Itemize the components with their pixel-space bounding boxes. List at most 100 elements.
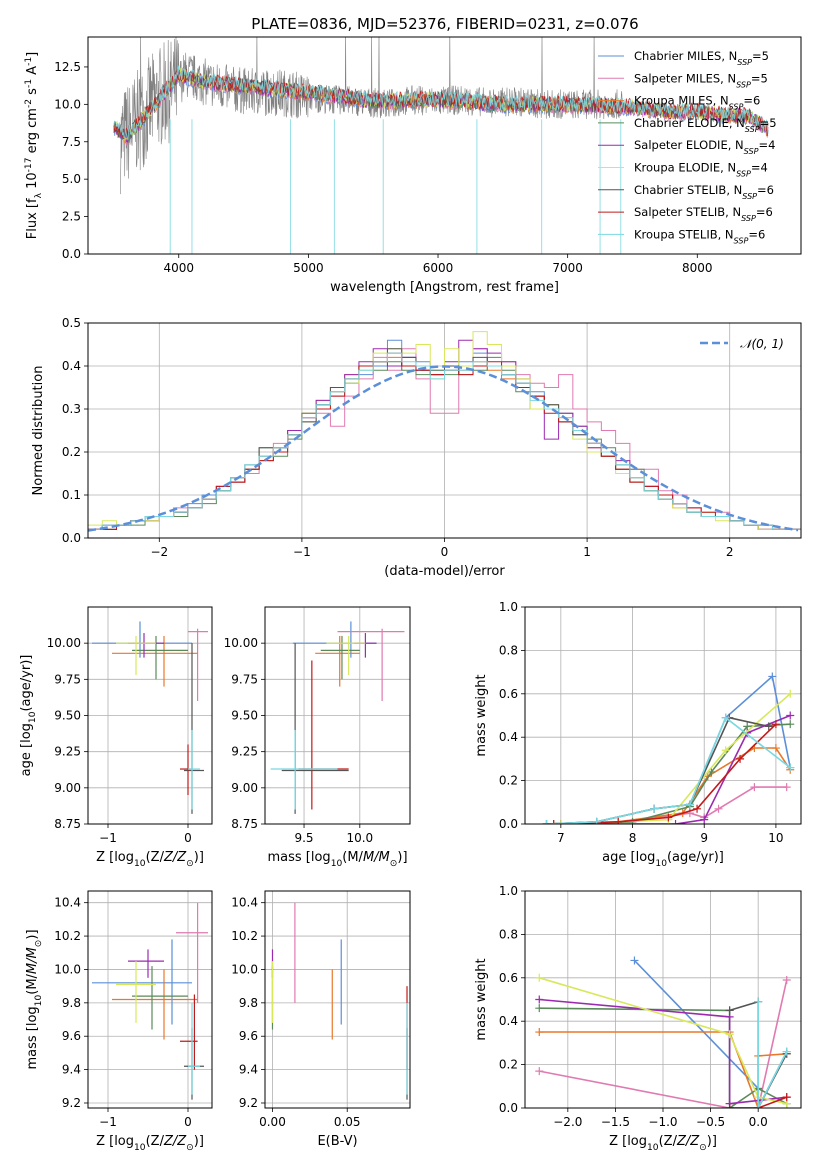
y-tick-label: 10.0 bbox=[54, 97, 81, 111]
axes-mass_vs_Z: −1 0 9.2 9.4 9.6 9.8 10.0 10.2 10.4 Z [log10(Z/Z/… bbox=[25, 891, 212, 1153]
weight-series-line bbox=[757, 1001, 788, 1108]
weight-point-marker bbox=[535, 1004, 544, 1013]
y-tick-label: 8.75 bbox=[54, 817, 81, 831]
axes-frame bbox=[87, 36, 802, 255]
x-axis-label: age [log10(age/yr)] bbox=[602, 850, 724, 869]
y-tick-label: 0.0 bbox=[499, 817, 518, 831]
y-tick-label: 9.75 bbox=[54, 672, 81, 686]
weight-point-marker bbox=[721, 713, 730, 722]
y-tick-label: 10.00 bbox=[47, 636, 81, 650]
x-axis-label: wavelength [Angstrom, rest frame] bbox=[330, 280, 559, 295]
x-axis-label: (data-model)/error bbox=[384, 564, 505, 579]
weight-point-marker bbox=[786, 763, 795, 772]
weight-point-marker bbox=[771, 744, 780, 753]
axes-frame bbox=[87, 890, 213, 1109]
x-tick-label: 8000 bbox=[682, 261, 713, 275]
y-tick-label: 10.0 bbox=[54, 962, 81, 976]
y-tick-label: 9.8 bbox=[62, 996, 81, 1010]
weight-point-marker bbox=[786, 720, 795, 729]
x-tick-label: 0.0 bbox=[749, 1115, 768, 1129]
weight-point-marker bbox=[725, 1006, 734, 1015]
x-tick-label: 9.5 bbox=[294, 831, 313, 845]
y-tick-label: 0.8 bbox=[499, 927, 518, 941]
weight-point-marker bbox=[771, 720, 780, 729]
y-tick-label: 8.75 bbox=[231, 817, 258, 831]
x-tick-label: 4000 bbox=[163, 261, 194, 275]
axes-age_vs_Z: −1 0 8.75 9.00 9.25 9.50 9.75 10.00 Z [log10(Z/Z… bbox=[19, 607, 212, 869]
x-tick-label: 0.00 bbox=[259, 1115, 286, 1129]
x-tick-label: 0 bbox=[184, 1115, 192, 1129]
weight-point-marker bbox=[614, 817, 623, 824]
error-bars-mass_vs_EBV bbox=[271, 902, 408, 1100]
y-tick-label: 9.00 bbox=[54, 781, 81, 795]
y-tick-label: 9.25 bbox=[231, 745, 258, 759]
weight-point-marker bbox=[535, 973, 544, 982]
x-tick-label: −2 bbox=[150, 545, 168, 559]
x-tick-label: 10.0 bbox=[346, 831, 373, 845]
weight-point-marker bbox=[535, 1028, 544, 1037]
y-tick-label: 1.0 bbox=[499, 600, 518, 614]
x-tick-label: −1.0 bbox=[648, 1115, 677, 1129]
y-axis-label: mass weight bbox=[474, 674, 489, 756]
y-tick-label: 9.6 bbox=[62, 1029, 81, 1043]
y-tick-label: 0.6 bbox=[499, 971, 518, 985]
weight-point-marker bbox=[764, 722, 773, 731]
weight-point-marker bbox=[700, 815, 709, 824]
weight-series-line bbox=[553, 723, 777, 824]
x-tick-label: 0.05 bbox=[334, 1115, 361, 1129]
y-axis-label: age [log10(age/yr)] bbox=[19, 655, 38, 777]
y-axis-label: mass weight bbox=[474, 958, 489, 1040]
legend-label: Kroupa MILES, NSSP=6 bbox=[634, 94, 760, 112]
y-tick-label: 1.0 bbox=[499, 884, 518, 898]
axes-frame bbox=[524, 606, 802, 825]
y-tick-label: 0.8 bbox=[499, 643, 518, 657]
y-tick-label: 10.00 bbox=[224, 636, 258, 650]
weight-point-marker bbox=[630, 956, 639, 965]
y-tick-label: 0.3 bbox=[62, 402, 81, 416]
y-tick-label: 9.8 bbox=[239, 996, 258, 1010]
y-tick-label: 10.4 bbox=[54, 896, 81, 910]
y-tick-label: 9.00 bbox=[231, 781, 258, 795]
x-axis-label: Z [log10(Z/Z/Z⊙)] bbox=[96, 850, 204, 869]
x-tick-label: 0 bbox=[441, 545, 449, 559]
y-tick-label: 0.2 bbox=[499, 774, 518, 788]
x-tick-label: −0.5 bbox=[696, 1115, 725, 1129]
y-tick-label: 0.6 bbox=[499, 687, 518, 701]
x-tick-label: 9 bbox=[700, 831, 708, 845]
legend-label: Chabrier ELODIE, NSSP=5 bbox=[634, 116, 777, 133]
x-tick-label: −1 bbox=[293, 545, 311, 559]
legend-label: Kroupa ELODIE, NSSP=4 bbox=[634, 161, 768, 179]
y-tick-label: 9.2 bbox=[62, 1096, 81, 1110]
y-tick-label: 10.2 bbox=[54, 929, 81, 943]
y-tick-label: 10.4 bbox=[231, 896, 258, 910]
weight-point-marker bbox=[693, 804, 702, 813]
x-tick-label: −2.0 bbox=[553, 1115, 582, 1129]
x-tick-label: −1 bbox=[99, 831, 117, 845]
x-tick-label: 7000 bbox=[552, 261, 583, 275]
weight-point-marker bbox=[535, 995, 544, 1004]
weight-lines-weight_vs_age bbox=[542, 672, 795, 824]
y-axis-label: Normed distribution bbox=[31, 366, 46, 496]
y-tick-label: 9.4 bbox=[239, 1063, 258, 1077]
x-tick-label: −1.5 bbox=[601, 1115, 630, 1129]
axes-mass_vs_EBV: 0.00 0.05 9.2 9.4 9.6 9.8 10.0 10.2 10.4 E(B-V) bbox=[231, 891, 410, 1149]
weight-series-line bbox=[539, 1007, 788, 1108]
y-tick-label: 0.0 bbox=[62, 531, 81, 545]
x-tick-label: 1 bbox=[583, 545, 591, 559]
x-axis-label: Z [log10(Z/Z/Z⊙)] bbox=[96, 1134, 204, 1153]
x-tick-label: −1 bbox=[99, 1115, 117, 1129]
y-tick-label: 9.50 bbox=[231, 709, 258, 723]
weight-point-marker bbox=[671, 820, 680, 824]
weight-point-marker bbox=[750, 783, 759, 792]
weight-lines-weight_vs_Z bbox=[535, 956, 791, 1108]
axes-frame bbox=[264, 890, 411, 1109]
weight-point-marker bbox=[782, 783, 791, 792]
weight-point-marker bbox=[786, 689, 795, 698]
x-axis-label: E(B-V) bbox=[317, 1134, 357, 1149]
weight-point-marker bbox=[650, 804, 659, 813]
y-tick-label: 0.1 bbox=[62, 488, 81, 502]
y-axis-label: Flux [fλ 10-17 erg cm-2 s-1 A-1] bbox=[24, 52, 44, 239]
y-tick-label: 12.5 bbox=[54, 60, 81, 74]
y-tick-label: 9.75 bbox=[231, 672, 258, 686]
weight-point-marker bbox=[768, 672, 777, 681]
